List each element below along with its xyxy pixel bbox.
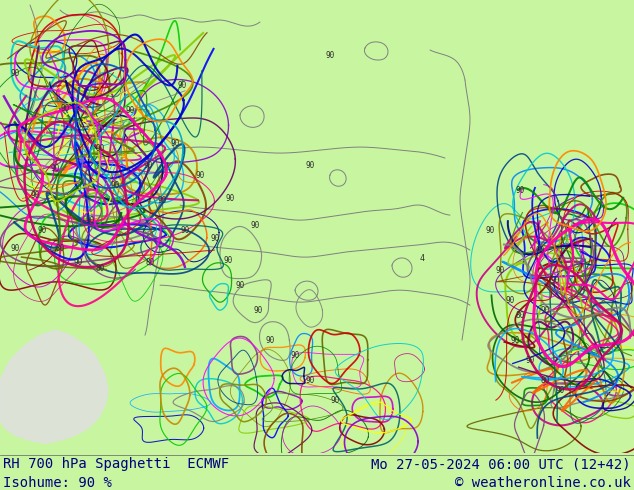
Text: 90: 90 bbox=[235, 281, 245, 290]
Text: 90: 90 bbox=[30, 191, 39, 199]
Text: 90: 90 bbox=[330, 396, 340, 405]
Text: 90: 90 bbox=[225, 194, 235, 202]
Text: 90: 90 bbox=[95, 144, 105, 152]
Text: 90: 90 bbox=[210, 234, 219, 243]
Text: Isohume: 90 %: Isohume: 90 % bbox=[3, 476, 112, 490]
Text: 90: 90 bbox=[126, 105, 134, 115]
Text: 90: 90 bbox=[486, 225, 495, 235]
Text: 80: 80 bbox=[145, 258, 155, 267]
Text: Mo 27-05-2024 06:00 UTC (12+42): Mo 27-05-2024 06:00 UTC (12+42) bbox=[371, 457, 631, 471]
Text: 90: 90 bbox=[110, 181, 120, 190]
Text: 90: 90 bbox=[60, 103, 70, 113]
Text: 90: 90 bbox=[86, 216, 94, 224]
Text: 90: 90 bbox=[266, 336, 275, 344]
Text: 90: 90 bbox=[306, 376, 314, 385]
Text: 90: 90 bbox=[540, 306, 550, 315]
Polygon shape bbox=[0, 330, 108, 443]
Text: 90: 90 bbox=[37, 225, 47, 235]
Text: 90: 90 bbox=[306, 161, 314, 170]
Text: 90: 90 bbox=[505, 295, 515, 305]
Text: 90: 90 bbox=[10, 69, 20, 77]
Text: 90: 90 bbox=[223, 256, 233, 265]
Text: 80: 80 bbox=[95, 264, 105, 272]
Text: 90: 90 bbox=[510, 336, 520, 344]
Text: © weatheronline.co.uk: © weatheronline.co.uk bbox=[455, 476, 631, 490]
Text: 90: 90 bbox=[50, 164, 60, 172]
Text: 90: 90 bbox=[555, 386, 565, 395]
Text: 90: 90 bbox=[535, 245, 545, 255]
Text: 90: 90 bbox=[515, 186, 524, 195]
Text: 90: 90 bbox=[178, 80, 186, 90]
Text: 90: 90 bbox=[254, 306, 262, 315]
Text: 90: 90 bbox=[143, 161, 153, 170]
Text: 90: 90 bbox=[495, 266, 505, 275]
Text: 90: 90 bbox=[550, 276, 560, 285]
Text: 90: 90 bbox=[325, 50, 335, 59]
Text: RH 700 hPa Spaghetti  ECMWF: RH 700 hPa Spaghetti ECMWF bbox=[3, 457, 230, 471]
Text: 90: 90 bbox=[195, 171, 205, 180]
Text: 90: 90 bbox=[10, 244, 20, 253]
Text: 90: 90 bbox=[250, 220, 260, 230]
Text: 90: 90 bbox=[171, 139, 179, 147]
Text: 90: 90 bbox=[290, 351, 300, 360]
Text: 4: 4 bbox=[420, 254, 425, 263]
Text: 90: 90 bbox=[157, 196, 167, 205]
Text: 80: 80 bbox=[515, 311, 524, 319]
Text: 80: 80 bbox=[55, 244, 65, 253]
Text: 80: 80 bbox=[540, 376, 550, 385]
Text: 90: 90 bbox=[74, 258, 82, 267]
Text: 90: 90 bbox=[526, 356, 534, 365]
Text: 90: 90 bbox=[181, 225, 190, 235]
